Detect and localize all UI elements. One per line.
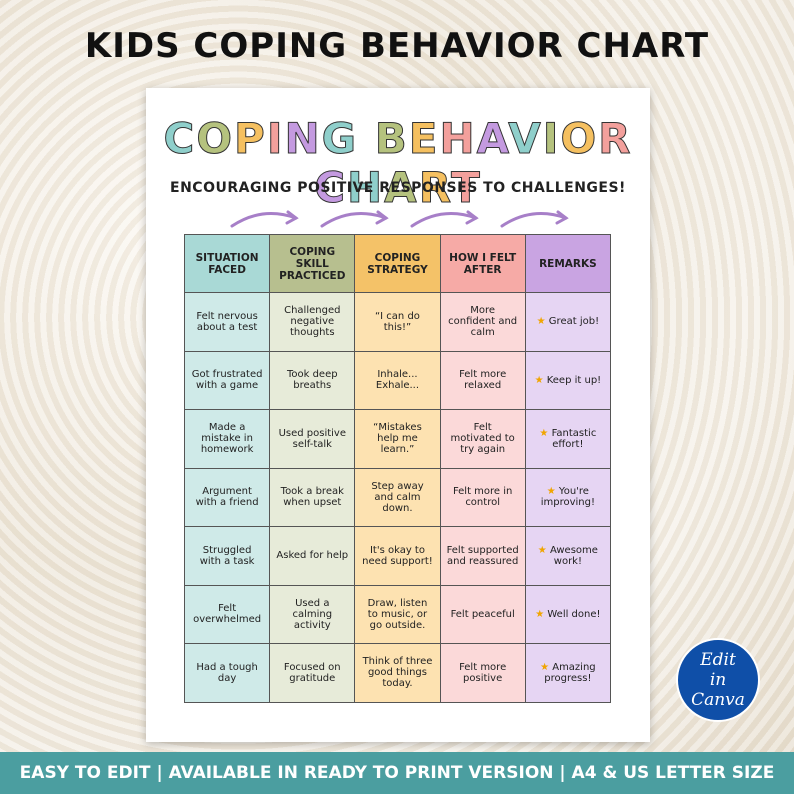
star-icon: ★ (539, 427, 549, 439)
title-letter: H (347, 163, 385, 213)
table-cell: ★ Keep it up! (524, 350, 612, 410)
table-row: Struggled with a task Asked for help It's … (183, 526, 612, 586)
title-letter (358, 114, 375, 163)
table-cell: Argument with a friend (183, 467, 271, 527)
star-icon: ★ (537, 544, 547, 556)
table-cell: Felt peaceful (439, 584, 526, 644)
title-letter: O (196, 114, 235, 164)
title-letter: H (439, 114, 477, 164)
table-row: Got frustrated with a game Took deep brea… (183, 350, 612, 410)
title-letter: G (321, 114, 359, 164)
paper: COPING BEHAVIOR CHART ENCOURAGING POSITI… (146, 88, 650, 742)
title-letter: T (451, 163, 482, 213)
subtitle: ENCOURAGING POSITIVE RESPONSES TO CHALLE… (170, 180, 626, 196)
chart-title: COPING BEHAVIOR CHART (146, 114, 650, 213)
coping-table: SITUATION FACED COPING SKILL PRACTICED COP… (183, 234, 612, 703)
title-letter: V (508, 114, 543, 164)
table-row: Felt nervous about a test Challenged nega… (183, 292, 612, 352)
table-cell: ★ You're improving! (524, 467, 612, 527)
table-row: Argument with a friend Took a break when … (183, 467, 612, 527)
table-cell: Challenged negative thoughts (269, 292, 356, 352)
footer-banner: EASY TO EDIT | AVAILABLE IN READY TO PRI… (0, 752, 794, 794)
column-header: HOW I FELT AFTER (439, 234, 526, 293)
title-letter: R (418, 163, 452, 213)
column-header: REMARKS (524, 234, 612, 293)
title-letter: R (598, 114, 633, 164)
table-cell: Draw, listen to music, or go outside. (354, 584, 441, 644)
table-cell: ★ Awesome work! (524, 526, 612, 586)
table-row: Had a tough day Focused on gratitude Think… (183, 643, 612, 703)
canva-badge: Edit in Canva (676, 638, 760, 722)
table-cell: Felt more relaxed (439, 350, 526, 410)
table-cell: Felt nervous about a test (183, 292, 271, 352)
column-header: SITUATION FACED (183, 234, 271, 293)
table-cell: Struggled with a task (183, 526, 271, 586)
header-row: SITUATION FACED COPING SKILL PRACTICED COP… (183, 234, 612, 293)
table-cell: Felt supported and reassured (439, 526, 526, 586)
title-letter: E (408, 114, 440, 164)
table-cell: Felt overwhelmed (183, 584, 271, 644)
table-cell: Had a tough day (183, 643, 271, 703)
table-cell: Felt more in control (439, 467, 526, 527)
table-cell: Step away and calm down. (354, 467, 441, 527)
page-title: KIDS COPING BEHAVIOR CHART (84, 26, 710, 66)
title-letter: A (384, 163, 419, 213)
title-letter: I (542, 114, 561, 164)
table-cell: Inhale... Exhale... (354, 350, 441, 410)
table-cell: Took deep breaths (269, 350, 356, 410)
star-icon: ★ (546, 486, 556, 498)
title-letter: C (163, 114, 197, 164)
star-icon: ★ (534, 374, 544, 386)
table-cell: “I can do this!” (354, 292, 441, 352)
title-letter: B (374, 114, 409, 164)
table-cell: Focused on gratitude (269, 643, 356, 703)
table-cell: ★ Great job! (524, 292, 612, 352)
table-cell: Used positive self-talk (269, 409, 356, 469)
title-letter: P (234, 114, 267, 164)
title-letter: I (266, 114, 285, 164)
star-icon: ★ (540, 661, 550, 673)
star-icon: ★ (535, 608, 545, 620)
star-icon: ★ (536, 316, 546, 328)
title-letter: A (476, 114, 509, 164)
table-cell: Felt motivated to try again (439, 409, 526, 469)
title-letter: N (284, 114, 322, 164)
title-letter: O (560, 114, 599, 164)
column-header: COPING STRATEGY (354, 234, 441, 293)
table-cell: More confident and calm (439, 292, 526, 352)
arrows (230, 210, 569, 228)
table-cell: Asked for help (269, 526, 356, 586)
table-cell: Made a mistake in homework (183, 409, 271, 469)
table-row: Made a mistake in homework Used positive … (183, 409, 612, 469)
column-header: COPING SKILL PRACTICED (269, 234, 356, 293)
table-cell: Used a calming activity (269, 584, 356, 644)
table-cell: ★ Amazing progress! (524, 643, 612, 703)
title-letter: C (314, 163, 348, 213)
table-cell: Got frustrated with a game (183, 350, 271, 410)
table-row: Felt overwhelmed Used a calming activity D… (183, 584, 612, 644)
table-cell: ★ Well done! (524, 584, 612, 644)
table-cell: “Mistakes help me learn.” (354, 409, 441, 469)
table-cell: Took a break when upset (269, 467, 356, 527)
table-cell: It's okay to need support! (354, 526, 441, 586)
table-cell: Think of three good things today. (354, 643, 441, 703)
table-cell: Felt more positive (439, 643, 526, 703)
table-cell: ★ Fantastic effort! (524, 409, 612, 469)
